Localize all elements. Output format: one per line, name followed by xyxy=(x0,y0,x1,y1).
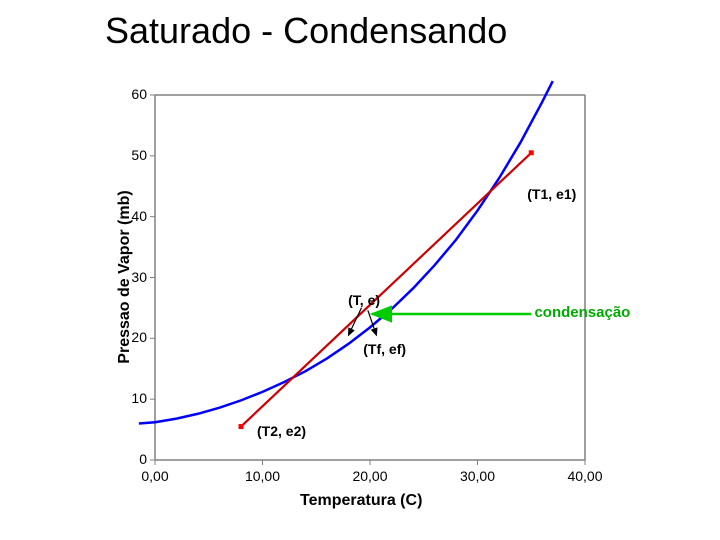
label-t1e1: (T1, e1) xyxy=(527,186,576,202)
page-title: Saturado - Condensando xyxy=(105,10,507,52)
y-tick-label: 40 xyxy=(121,208,147,224)
x-tick-label: 40,00 xyxy=(565,468,605,484)
y-tick-label: 60 xyxy=(121,86,147,102)
label-tfef: (Tf, ef) xyxy=(363,341,406,357)
x-tick-label: 20,00 xyxy=(350,468,390,484)
y-tick-label: 20 xyxy=(121,329,147,345)
y-tick-label: 50 xyxy=(121,147,147,163)
x-tick-label: 30,00 xyxy=(458,468,498,484)
label-t2e2: (T2, e2) xyxy=(257,423,306,439)
x-tick-label: 0,00 xyxy=(135,468,175,484)
x-tick-label: 10,00 xyxy=(243,468,283,484)
condensation-label: condensação xyxy=(534,304,630,321)
y-tick-label: 0 xyxy=(121,451,147,467)
y-tick-label: 10 xyxy=(121,390,147,406)
y-tick-label: 30 xyxy=(121,269,147,285)
label-te: (T, e) xyxy=(348,292,380,308)
